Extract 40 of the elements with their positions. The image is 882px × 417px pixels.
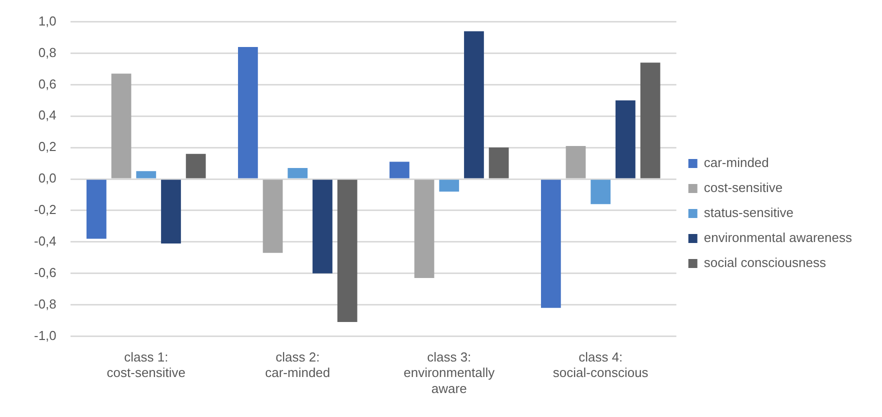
y-tick-label: -1,0 [34,328,56,343]
x-tick-label: class 3: environmentally aware [404,350,496,396]
y-tick-label: -0,6 [34,264,56,280]
legend-label: status-sensitive [704,205,794,220]
bar [566,146,586,178]
bar [186,154,206,178]
bar [111,74,132,178]
x-tick-label: class 4: social-conscious [552,350,649,380]
y-tick-label: 0,8 [38,44,56,60]
bar [488,148,509,178]
y-tick-label: -0,2 [34,202,56,218]
bar [337,180,358,322]
x-tick-label: class 2: car-minded [265,350,330,380]
y-tick-label: 0,0 [38,170,56,186]
y-tick-label: -0,8 [34,296,56,312]
legend-label: car-minded [704,155,769,170]
bar [390,162,410,178]
x-tick-label: class 1: cost-sensitive [106,350,186,380]
bar [312,180,332,274]
legend-label: social consciousness [704,255,826,270]
y-tick-label: 0,4 [38,108,56,123]
y-tick-label: 1,0 [38,13,56,28]
bar [161,180,181,244]
y-tick-label: 0,2 [38,139,56,154]
bar [616,100,636,178]
bar [262,180,283,253]
bar [464,31,484,178]
bar [238,46,258,178]
legend-label: cost-sensitive [704,180,783,196]
legend-label: environmental awareness [704,230,852,246]
bar [640,62,660,178]
bar [136,171,156,178]
bar [86,180,106,239]
y-tick-label: -0,4 [34,233,56,248]
y-tick-label: 0,6 [38,76,56,92]
bar [540,180,561,308]
bar [590,180,611,204]
bar [439,180,460,192]
bar [288,168,308,178]
bar [414,180,434,278]
